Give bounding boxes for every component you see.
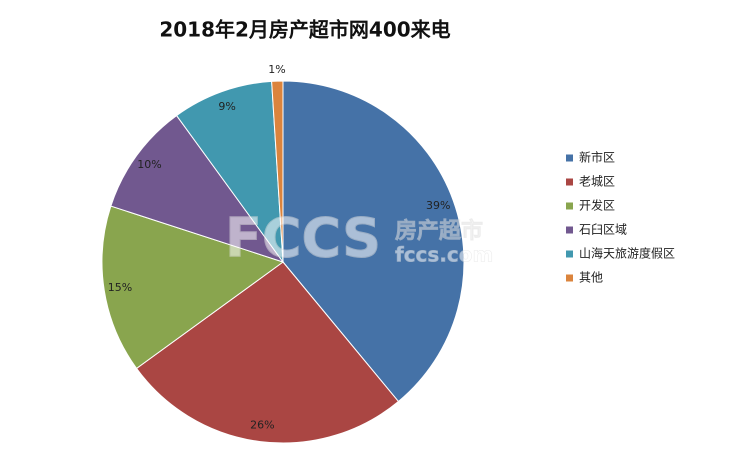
legend-label: 石臼区域	[579, 222, 627, 237]
pie-slice	[175, 80, 284, 264]
pie-slice	[101, 205, 285, 370]
data-label: 9%	[218, 100, 235, 113]
pie-slice	[282, 80, 465, 403]
data-label: 1%	[268, 63, 285, 76]
watermark-domain: fccs.com	[395, 243, 493, 267]
legend-swatch	[566, 178, 573, 186]
legend-label: 其他	[579, 271, 603, 285]
watermark-brand: FCCS	[225, 207, 381, 270]
data-label: 26%	[250, 419, 274, 432]
pie-slice	[271, 80, 284, 263]
watermark: FCCS 房产超市 fccs.com	[225, 206, 494, 270]
legend-swatch	[566, 226, 573, 234]
legend-swatch	[566, 202, 573, 210]
legend-label: 老城区	[579, 175, 615, 189]
watermark-cn: 房产超市	[395, 218, 483, 244]
pie-slice	[110, 114, 285, 263]
legend-label: 新市区	[579, 150, 615, 165]
data-label: 39%	[426, 199, 450, 212]
legend-swatch	[566, 274, 573, 282]
data-label: 10%	[137, 158, 161, 171]
legend-label: 山海天旅游度假区	[579, 246, 675, 261]
pie: 39% 26% 15% 10% 9% 1%	[101, 63, 465, 444]
legend-label: 开发区	[579, 198, 615, 213]
pie-slice	[135, 261, 400, 444]
chart-title: 2018年2月房产超市网400来电	[159, 18, 450, 42]
data-label: 15%	[108, 281, 132, 294]
legend-swatch	[566, 154, 573, 162]
legend-swatch	[566, 250, 573, 258]
